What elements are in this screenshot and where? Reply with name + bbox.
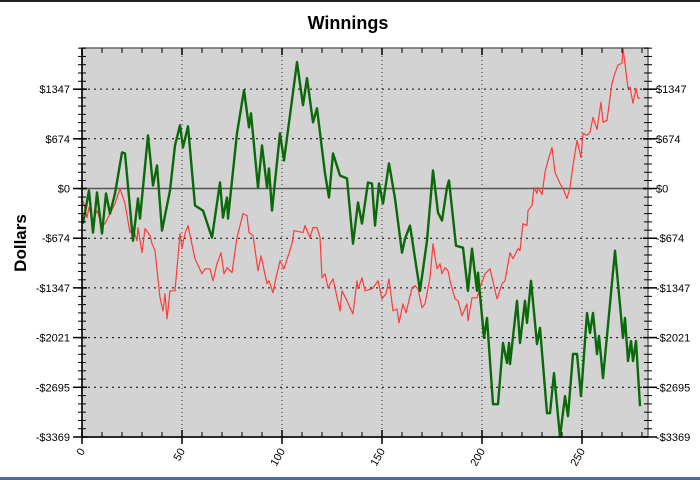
y-tick-label-right: -$3369 <box>656 432 690 444</box>
chart-title: Winnings <box>308 13 389 33</box>
x-tick-label: 200 <box>468 447 488 469</box>
y-tick-label-right: -$674 <box>656 233 684 245</box>
x-tick-label: 250 <box>568 447 588 469</box>
y-axis-label: Dollars <box>11 214 30 272</box>
y-tick-label: -$2021 <box>36 333 70 345</box>
y-tick-label-right: $674 <box>656 134 680 146</box>
window-bottom-border <box>0 477 700 480</box>
y-tick-label: $0 <box>58 184 70 196</box>
y-tick-label: $1347 <box>39 84 70 96</box>
x-tick-label: 0 <box>75 447 88 458</box>
y-tick-label: $674 <box>46 134 70 146</box>
plot-area: $1347 $1347 $674 $674 $0 $0 -$674 -$674 -$1347 -$… <box>36 47 690 469</box>
window-top-border <box>0 0 700 2</box>
plot-background <box>82 48 648 437</box>
y-tick-label-right: -$1347 <box>656 283 690 295</box>
x-tick-label: 150 <box>368 447 388 469</box>
y-tick-label-right: -$2695 <box>656 382 690 394</box>
x-tick-label: 50 <box>172 447 189 464</box>
y-tick-label-right: -$2021 <box>656 333 690 345</box>
x-tick-label: 100 <box>268 447 288 469</box>
series-line-red <box>82 47 640 324</box>
series-line-green <box>81 60 642 439</box>
y-tick-label-right: $0 <box>656 184 668 196</box>
y-tick-label-right: $1347 <box>656 84 687 96</box>
y-tick-label: -$674 <box>42 233 70 245</box>
y-tick-label: -$3369 <box>36 432 70 444</box>
y-tick-label: -$2695 <box>36 382 70 394</box>
y-tick-label: -$1347 <box>36 283 70 295</box>
